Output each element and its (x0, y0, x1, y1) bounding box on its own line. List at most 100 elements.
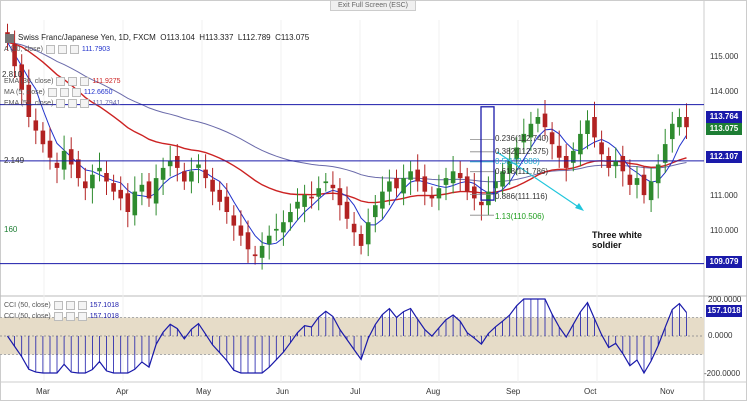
eye-icon[interactable] (53, 312, 63, 321)
legend-row[interactable]: EMA (55, close) 111.7941 (4, 99, 121, 108)
candle-body (443, 178, 449, 185)
cci-tick: 200.0000 (708, 295, 742, 304)
candle-body (83, 181, 88, 189)
settings-icon[interactable] (68, 99, 78, 108)
candle-body (224, 196, 230, 212)
candle-body (450, 171, 456, 184)
eye-icon[interactable] (56, 99, 66, 108)
candle-body (351, 223, 357, 233)
legend-value: 111.7903 (81, 46, 111, 53)
candle-body (12, 44, 17, 67)
eye-icon[interactable] (47, 88, 57, 97)
candle-body (288, 212, 293, 223)
candle-body (429, 195, 435, 199)
legend-label: A (30, close) (4, 46, 43, 53)
candle-body (238, 225, 244, 236)
candle-body (175, 156, 180, 168)
eye-icon[interactable] (53, 301, 63, 310)
candle-body (97, 167, 102, 172)
candle-body (563, 156, 569, 168)
cci-current-label: 157.1018 (706, 305, 742, 317)
candle-body (578, 133, 583, 155)
settings-icon[interactable] (57, 45, 67, 54)
candle-body (373, 205, 378, 218)
legend-label: CCI (50, close) (4, 302, 51, 309)
candle-body (259, 245, 265, 258)
candle-body (90, 174, 95, 189)
collapse-icon[interactable] (5, 34, 14, 43)
legend-label: CCI (50, close) (4, 313, 51, 320)
chart-header: Swiss Franc/Japanese Yen, 1D, FXCM O113.… (18, 33, 309, 42)
settings-icon[interactable] (68, 77, 78, 86)
candle-body (592, 117, 597, 138)
close-icon[interactable] (69, 45, 79, 54)
month-label: Mar (36, 387, 50, 396)
close-icon[interactable] (71, 88, 81, 97)
exit-fullscreen-button[interactable]: Exit Full Screen (ESC) (330, 0, 416, 11)
left-level-label: 160 (4, 225, 18, 234)
symbol-title: Swiss Franc/Japanese Yen, 1D, FXCM (18, 33, 156, 42)
cci-tick: 0.0000 (708, 331, 733, 340)
legend-label: EMA (55, close) (4, 100, 54, 107)
month-label: Nov (660, 387, 675, 396)
high-value: H113.337 (199, 33, 234, 42)
close-icon[interactable] (80, 77, 90, 86)
candle-body (535, 117, 541, 124)
cci-legend-row[interactable]: CCI (50, close) 157.1018 (4, 301, 119, 310)
candle-body (422, 176, 428, 192)
close-icon[interactable] (80, 99, 90, 108)
month-label: May (196, 387, 212, 396)
close-icon[interactable] (77, 301, 87, 310)
month-label: Aug (426, 387, 441, 396)
eye-icon[interactable] (56, 77, 66, 86)
candle-body (47, 140, 53, 158)
candle-body (337, 188, 343, 206)
candle-body (365, 222, 371, 245)
pattern-box (480, 106, 495, 201)
candle-body (210, 179, 215, 192)
close-icon[interactable] (77, 312, 87, 321)
legend-label: EMA (30, close) (4, 78, 54, 85)
candle-body (316, 188, 321, 197)
left-level-label: 2.810 (2, 70, 23, 79)
candle-body (302, 195, 307, 207)
forecast-arrow (496, 151, 581, 209)
price-tick: 115.000 (710, 52, 739, 61)
candle-body (358, 234, 364, 246)
close-value: C113.075 (275, 33, 310, 42)
cci-legend-row[interactable]: CCI (50, close) 157.1018 (4, 312, 119, 321)
candle-body (599, 142, 604, 155)
legend-row[interactable]: MA (5, close) 112.6650 (4, 88, 113, 97)
settings-icon[interactable] (59, 88, 69, 97)
settings-icon[interactable] (65, 312, 75, 321)
candle-body (493, 181, 498, 189)
legend-value: 157.1018 (89, 313, 119, 320)
candle-body (61, 150, 67, 170)
cci-tick: -200.0000 (704, 369, 741, 378)
ema30-line (7, 41, 687, 204)
candle-body (655, 164, 661, 184)
candle-body (613, 161, 618, 167)
candle-body (380, 191, 385, 209)
candle-body (40, 130, 46, 145)
eye-icon[interactable] (45, 45, 55, 54)
price-tick: 110.000 (710, 226, 739, 235)
legend-value: 111.9275 (92, 78, 121, 85)
candle-body (648, 181, 654, 201)
candle-body (585, 120, 590, 134)
candle-body (677, 117, 682, 128)
legend-row[interactable]: EMA (30, close) 111.9275 (4, 77, 121, 86)
price-tick: 111.000 (710, 191, 738, 200)
price-label: 113.075 (706, 123, 742, 135)
candle-body (252, 254, 258, 257)
candle-body (182, 171, 187, 182)
candle-body (196, 164, 201, 168)
arrow-head-icon (575, 203, 584, 211)
settings-icon[interactable] (65, 301, 75, 310)
month-label: Oct (584, 387, 597, 396)
candle-body (521, 133, 527, 143)
candle-body (514, 147, 519, 160)
legend-value: 157.1018 (89, 302, 119, 309)
legend-row[interactable]: A (30, close) 111.7903 (4, 45, 110, 54)
